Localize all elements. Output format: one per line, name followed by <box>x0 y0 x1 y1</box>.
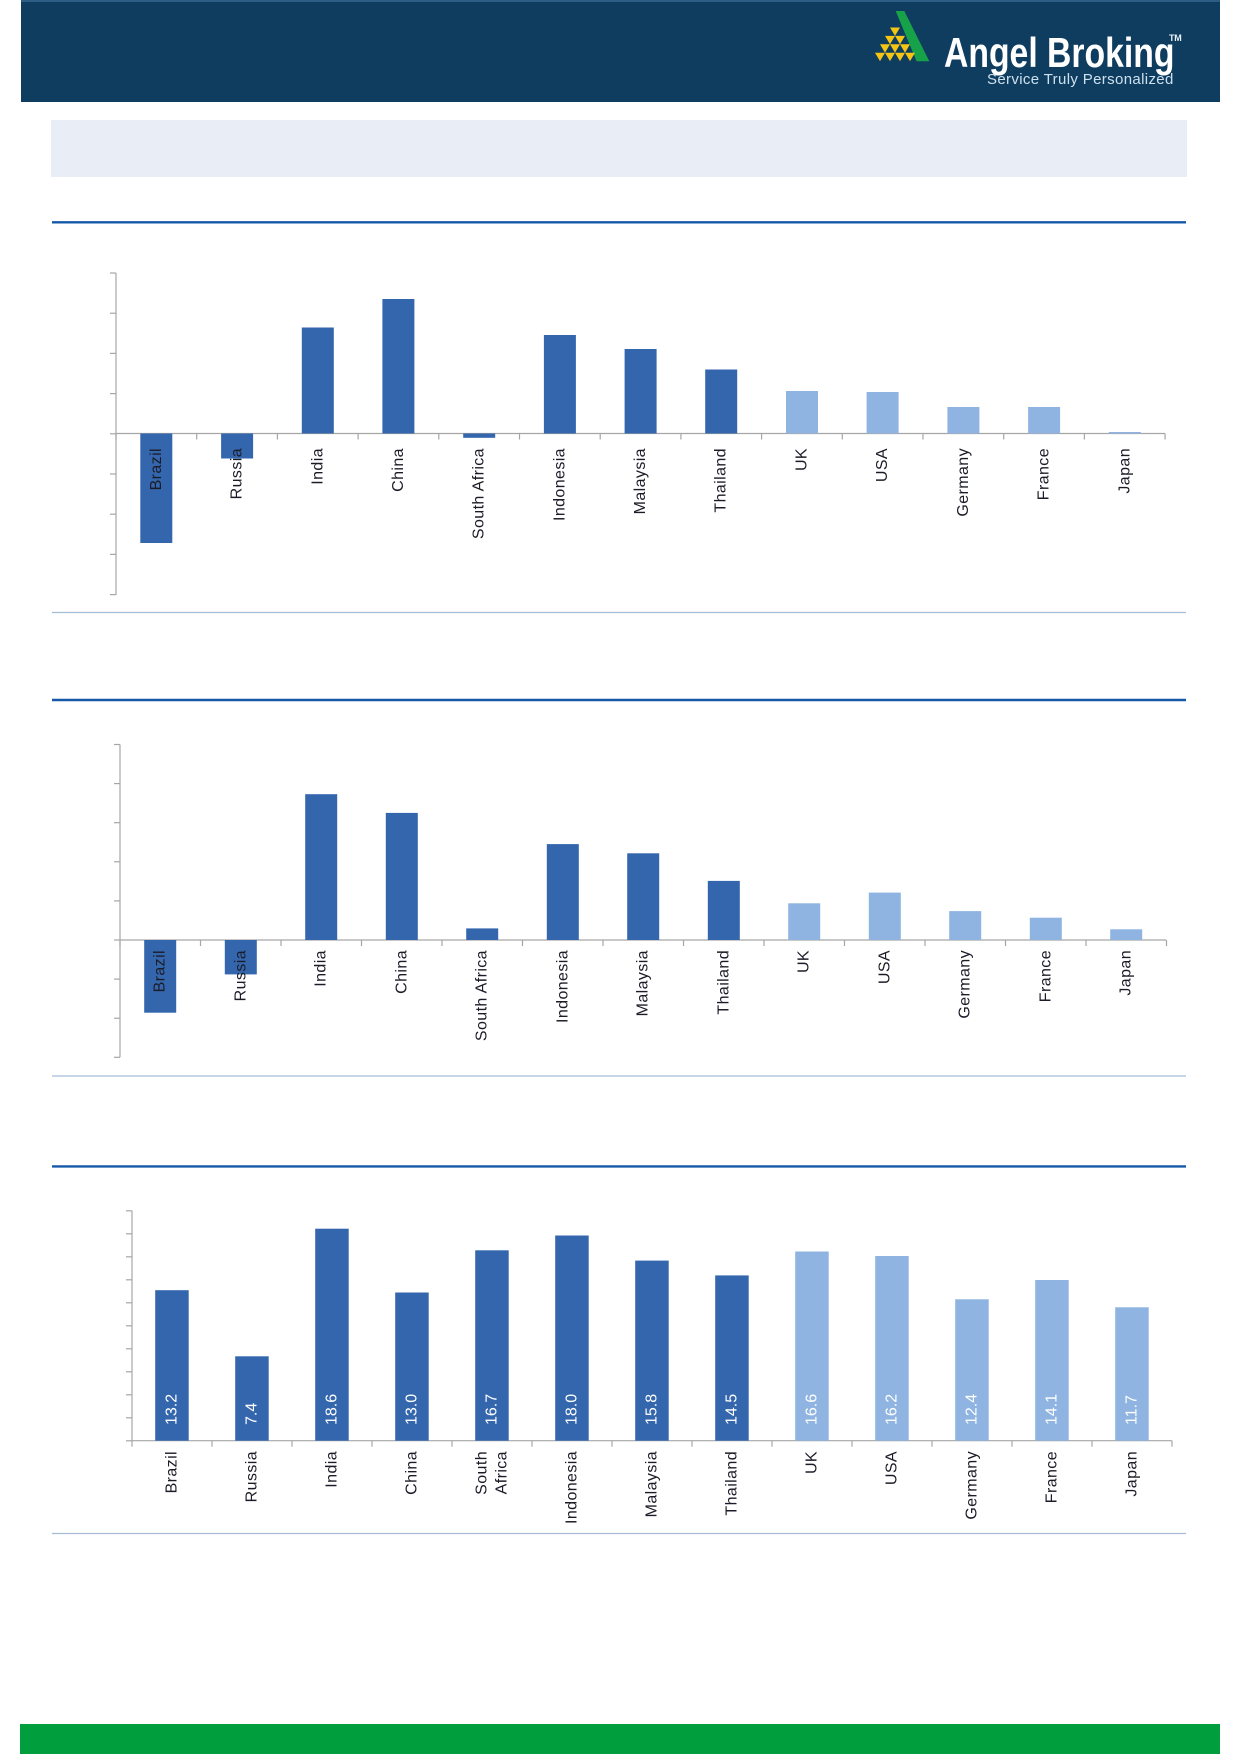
svg-text:China: China <box>404 1451 421 1495</box>
svg-text:China: China <box>390 448 407 492</box>
svg-text:UK: UK <box>794 448 811 471</box>
svg-text:14.5: 14.5 <box>724 1394 741 1425</box>
svg-text:Russia: Russia <box>244 1451 261 1502</box>
svg-text:Thailand: Thailand <box>713 448 730 513</box>
svg-text:Indonesia: Indonesia <box>551 448 568 521</box>
svg-text:Germany: Germany <box>955 448 972 517</box>
svg-text:7.4: 7.4 <box>244 1403 261 1425</box>
svg-text:Thailand: Thailand <box>715 950 732 1015</box>
svg-text:16.6: 16.6 <box>804 1394 821 1425</box>
svg-text:12.4: 12.4 <box>964 1394 981 1425</box>
svg-text:Germany: Germany <box>964 1451 981 1520</box>
svg-text:Japan: Japan <box>1116 448 1133 494</box>
svg-text:South Africa: South Africa <box>471 448 488 539</box>
svg-text:Russia: Russia <box>232 950 249 1001</box>
svg-text:Brazil: Brazil <box>152 950 169 992</box>
svg-text:16.7: 16.7 <box>484 1394 501 1425</box>
svg-text:France: France <box>1044 1451 1061 1503</box>
svg-text:France: France <box>1036 448 1053 500</box>
svg-text:China: China <box>393 950 410 994</box>
svg-text:USA: USA <box>876 950 893 984</box>
svg-text:13.0: 13.0 <box>404 1394 421 1425</box>
svg-text:India: India <box>309 448 326 485</box>
svg-text:Malaysia: Malaysia <box>632 448 649 514</box>
svg-text:Thailand: Thailand <box>724 1451 741 1516</box>
svg-text:South: South <box>474 1451 491 1495</box>
svg-text:USA: USA <box>884 1451 901 1485</box>
svg-text:Malaysia: Malaysia <box>635 950 652 1016</box>
svg-text:Africa: Africa <box>494 1451 511 1494</box>
svg-text:Brazil: Brazil <box>164 1451 181 1493</box>
svg-text:Malaysia: Malaysia <box>644 1451 661 1517</box>
svg-text:15.8: 15.8 <box>644 1394 661 1425</box>
svg-text:France: France <box>1037 950 1054 1002</box>
svg-text:USA: USA <box>874 448 891 482</box>
svg-text:16.2: 16.2 <box>884 1394 901 1425</box>
svg-text:Indonesia: Indonesia <box>554 950 571 1023</box>
svg-text:Brazil: Brazil <box>148 448 165 490</box>
svg-text:India: India <box>313 950 330 987</box>
svg-text:India: India <box>324 1451 341 1488</box>
svg-text:14.1: 14.1 <box>1044 1394 1061 1425</box>
svg-text:13.2: 13.2 <box>164 1394 181 1425</box>
svg-text:Germany: Germany <box>957 950 974 1019</box>
svg-text:UK: UK <box>796 950 813 973</box>
svg-text:South Africa: South Africa <box>474 950 491 1041</box>
svg-text:Indonesia: Indonesia <box>564 1451 581 1524</box>
svg-text:Japan: Japan <box>1118 950 1135 996</box>
svg-text:11.7: 11.7 <box>1124 1395 1141 1425</box>
svg-text:18.0: 18.0 <box>564 1394 581 1425</box>
svg-text:UK: UK <box>804 1451 821 1474</box>
svg-text:18.6: 18.6 <box>324 1394 341 1425</box>
svg-text:Russia: Russia <box>229 448 246 499</box>
svg-text:Japan: Japan <box>1124 1451 1141 1497</box>
